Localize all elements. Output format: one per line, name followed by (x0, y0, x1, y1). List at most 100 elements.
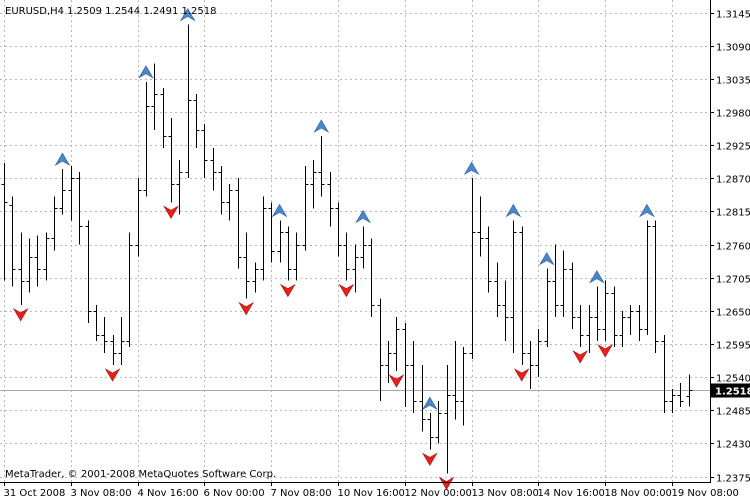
ohlc-bar (176, 160, 183, 215)
ohlc-bar (677, 383, 684, 408)
ohlc-bar (277, 220, 284, 263)
ohlc-bar (135, 178, 142, 257)
fractal-up-arrow (355, 209, 371, 224)
ohlc-bar (252, 262, 259, 293)
ohlc-bar (268, 202, 275, 263)
ohlc-bar (477, 196, 484, 257)
ohlc-bar (377, 298, 384, 402)
ohlc-bar (419, 365, 426, 432)
ohlc-bar (385, 340, 392, 384)
ohlc-bar (594, 286, 601, 341)
fractal-down-arrow (104, 368, 121, 382)
price-tick-label: 1.3035 (716, 76, 750, 87)
ohlc-bar (602, 280, 609, 341)
ohlc-bar (310, 160, 317, 209)
ohlc-bar (502, 280, 509, 341)
fractal-up-arrow (505, 203, 522, 218)
price-tick-label: 1.2375 (716, 474, 750, 485)
fractal-up-arrow (313, 119, 330, 133)
ohlc-bar (452, 340, 459, 420)
ohlc-bar (435, 401, 442, 444)
ohlc-bar (293, 232, 300, 281)
fractal-down-arrow (280, 283, 296, 298)
ohlc-bar (110, 334, 117, 366)
ohlc-bar (185, 24, 192, 179)
ohlc-bar (126, 232, 133, 347)
ohlc-bar (85, 220, 92, 323)
fractal-down-arrow (597, 344, 614, 358)
time-tick-label: 19 Nov 08:00 (672, 488, 739, 499)
ohlc-bar (519, 226, 526, 366)
fractal-up-arrow (589, 270, 605, 284)
ohlc-bar (9, 196, 16, 287)
ohlc-bar (611, 286, 618, 347)
time-tick-label: 12 Nov 00:00 (405, 488, 472, 499)
ohlc-bar (494, 262, 501, 317)
ohlc-bar (393, 316, 400, 372)
fractal-up-arrow (422, 396, 438, 411)
fractal-up-arrow (54, 152, 71, 166)
ohlc-bar (101, 316, 108, 353)
ohlc-bar (43, 232, 50, 281)
chart-ohlc: 1.2509 1.2544 1.2491 1.2518 (67, 6, 217, 17)
ohlc-bar (51, 196, 58, 251)
ohlc-bar (210, 148, 217, 191)
fractal-up-arrow (179, 7, 196, 22)
fractal-down-arrow (163, 205, 179, 219)
ohlc-bar (652, 220, 659, 353)
time-tick-label: 10 Nov 16:00 (338, 488, 405, 499)
ohlc-bar (552, 244, 559, 317)
ohlc-bar (201, 123, 208, 179)
ohlc-bar (160, 87, 167, 149)
fractal-down-arrow (572, 350, 588, 364)
ohlc-bar (427, 413, 434, 450)
ohlc-bar (118, 316, 125, 366)
fractal-down-arrow (338, 283, 355, 298)
price-tick-label: 1.2980 (716, 109, 750, 120)
ohlc-bar (218, 166, 225, 215)
fractal-up-arrow (639, 203, 655, 218)
ohlc-bar (569, 262, 576, 329)
ohlc-bar (18, 232, 25, 305)
ohlc-bar (93, 304, 100, 341)
fractal-down-arrow (238, 301, 254, 316)
ohlc-bar (619, 310, 626, 347)
fractal-down-arrow (12, 307, 29, 322)
current-price-label: 1.2518 (711, 383, 750, 398)
ohlc-bar (402, 322, 409, 408)
fractal-down-arrow (438, 476, 455, 491)
ohlc-bar (686, 374, 693, 407)
ohlc-bar (535, 328, 542, 378)
ohlc-bar (410, 340, 417, 414)
ohlc-bar (469, 178, 476, 359)
ohlc-bar (59, 169, 66, 215)
fractal-up-arrow (138, 65, 154, 79)
fractal-up-arrow (463, 161, 480, 176)
ohlc-bar (444, 365, 451, 474)
ohlc-bar (669, 389, 676, 414)
price-tick-label: 1.2870 (716, 175, 750, 186)
price-tick-label: 1.2815 (716, 208, 750, 219)
ohlc-bar (368, 238, 375, 317)
ohlc-bar (193, 93, 200, 149)
time-tick-label: 6 Nov 00:00 (204, 488, 265, 499)
ohlc-bar (510, 220, 517, 353)
ohlc-bar (460, 346, 467, 426)
ohlc-bar (586, 304, 593, 353)
ohlc-bar (143, 81, 150, 197)
ohlc-bar (544, 268, 551, 347)
price-tick-label: 1.3090 (716, 43, 750, 54)
price-tick-label: 1.2430 (716, 440, 750, 451)
ohlc-bar (636, 304, 643, 341)
ohlc-bar (360, 226, 367, 269)
price-tick-label: 1.2760 (716, 242, 750, 253)
price-tick-label: 1.2485 (716, 407, 750, 418)
ohlc-bar (260, 196, 267, 281)
price-tick-label: 1.3145 (716, 10, 750, 21)
ohlc-bar (352, 244, 359, 293)
current-price-box (711, 383, 750, 398)
ohlc-bar (644, 220, 651, 335)
price-tick-label: 1.2705 (716, 275, 750, 286)
